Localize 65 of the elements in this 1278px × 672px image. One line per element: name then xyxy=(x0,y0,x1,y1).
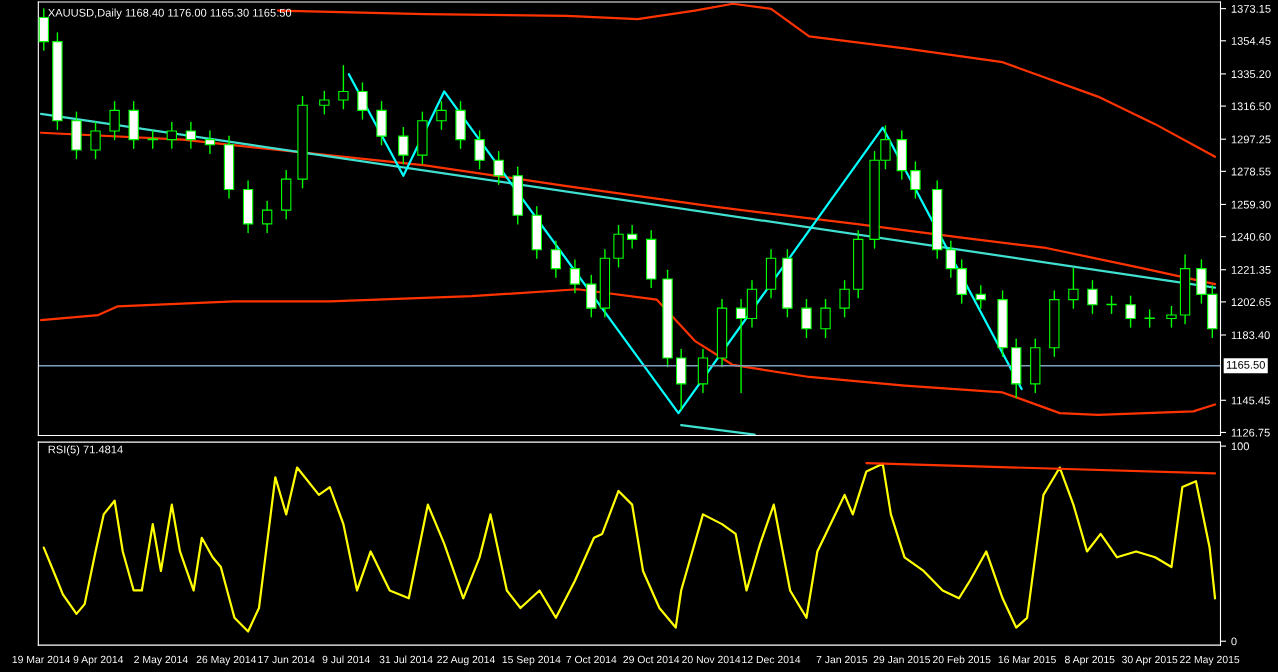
y-tick-label: 1259.30 xyxy=(1231,200,1271,209)
x-tick-label: 17 Jun 2014 xyxy=(258,655,315,664)
x-tick-label: 19 Mar 2014 xyxy=(12,655,71,664)
x-tick-label: 16 Mar 2015 xyxy=(998,655,1056,664)
x-tick-label: 8 Apr 2015 xyxy=(1065,655,1115,666)
candlestick xyxy=(820,298,831,339)
candlestick xyxy=(1125,295,1136,328)
y-tick-label: 0 xyxy=(1231,637,1237,646)
candlestick xyxy=(493,150,504,186)
y-tick-label: 1335.20 xyxy=(1231,70,1271,79)
x-tick-label: 29 Jan 2015 xyxy=(873,655,931,664)
y-tick-label: 1202.65 xyxy=(1231,298,1271,307)
candlestick xyxy=(626,224,638,249)
candlestick xyxy=(185,121,197,149)
x-tick-label: 9 Jul 2014 xyxy=(322,655,370,664)
y-tick-label: 1126.75 xyxy=(1231,428,1270,437)
y-tick-label: 1278.55 xyxy=(1231,167,1271,176)
x-tick-label: 20 Feb 2015 xyxy=(933,655,991,664)
x-tick-label: 31 Jul 2014 xyxy=(379,655,433,664)
candlestick xyxy=(975,285,986,309)
candlestick xyxy=(109,101,120,141)
line-series xyxy=(42,462,1217,633)
candlestick xyxy=(1068,267,1079,309)
x-tick-label: 15 Sep 2014 xyxy=(502,655,561,666)
candlestick xyxy=(398,126,409,165)
candlestick xyxy=(910,161,921,199)
candlestick xyxy=(1166,305,1177,328)
x-tick-label: 22 May 2015 xyxy=(1180,655,1240,666)
x-tick-label: 26 May 2014 xyxy=(196,655,257,666)
candlestick xyxy=(1087,279,1098,315)
candlestick xyxy=(569,259,581,294)
line-series xyxy=(39,288,1217,416)
ref-line-label: 1165.50 xyxy=(1226,360,1265,369)
candlestick xyxy=(357,82,368,120)
candlestick xyxy=(90,121,101,160)
y-tick-label: 100 xyxy=(1231,442,1250,451)
candlestick xyxy=(550,240,562,278)
x-tick-label: 7 Jan 2015 xyxy=(816,655,868,664)
candlestick xyxy=(474,130,485,170)
x-tick-label: 7 Oct 2014 xyxy=(566,655,617,664)
candlestick xyxy=(261,200,273,234)
x-tick-label: 12 Dec 2014 xyxy=(742,655,801,664)
candlestick xyxy=(204,130,216,155)
x-tick-label: 9 Apr 2014 xyxy=(73,655,124,666)
y-tick-label: 1316.50 xyxy=(1231,102,1271,111)
y-tick-label: 1221.35 xyxy=(1231,266,1271,274)
candlestick xyxy=(338,64,349,110)
y-tick-label: 1354.45 xyxy=(1231,37,1271,45)
y-tick-label: 1145.45 xyxy=(1231,396,1270,405)
chart-title: RSI(5) 71.4814 xyxy=(48,445,123,456)
candlestick xyxy=(319,90,330,115)
x-tick-label: 22 Aug 2014 xyxy=(437,655,495,666)
candlestick xyxy=(801,298,812,339)
candlestick xyxy=(166,121,177,149)
candlestick xyxy=(436,101,447,130)
y-tick-label: 1240.60 xyxy=(1231,232,1271,241)
y-tick-label: 1297.25 xyxy=(1231,135,1271,144)
y-tick-label: 1183.40 xyxy=(1231,331,1270,340)
x-tick-label: 2 May 2014 xyxy=(134,655,188,666)
text: XAUUSD,Daily 1168.40 1176.00 1165.30 1165.50 xyxy=(48,8,292,19)
x-tick-label: 20 Nov 2014 xyxy=(682,655,741,664)
y-tick-label: 1373.15 xyxy=(1231,4,1271,13)
x-tick-label: 30 Apr 2015 xyxy=(1121,655,1178,666)
candlestick xyxy=(839,279,850,318)
x-tick-label: 29 Oct 2014 xyxy=(623,655,680,664)
